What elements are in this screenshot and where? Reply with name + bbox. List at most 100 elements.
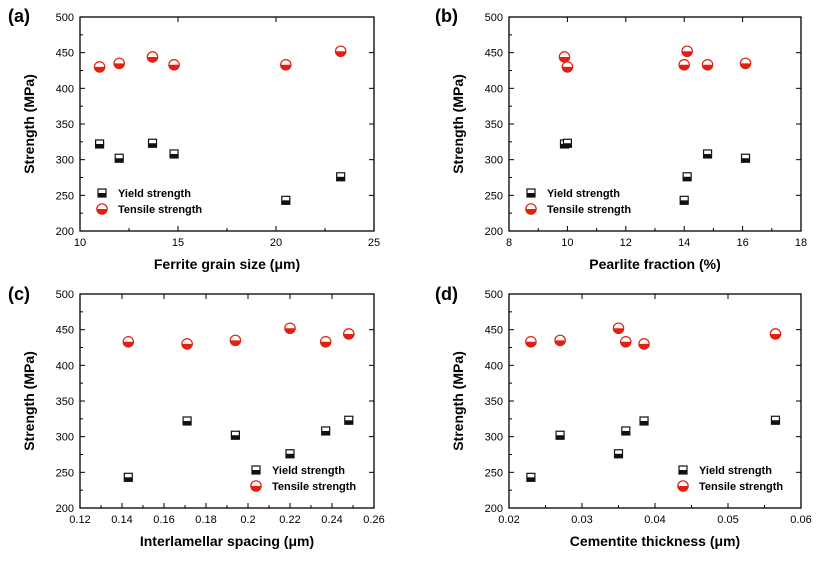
- tensile-point: [613, 328, 624, 334]
- legend-label: Yield strength: [118, 188, 191, 200]
- x-tick-label: 0.03: [571, 514, 592, 526]
- x-tick-label: 0.16: [153, 514, 174, 526]
- legend-marker-tensile: [525, 209, 537, 215]
- yield-point: [231, 435, 240, 440]
- y-tick-label: 250: [56, 190, 74, 202]
- series-tensile: [525, 322, 782, 350]
- y-tick-label: 500: [56, 289, 74, 301]
- yield-point: [683, 176, 692, 181]
- yield-point: [614, 453, 623, 458]
- tensile-point: [702, 64, 713, 70]
- legend-marker-tensile: [677, 486, 689, 492]
- y-tick-label: 200: [485, 226, 503, 238]
- y-tick-label: 350: [56, 396, 74, 408]
- x-tick-label: 16: [736, 237, 748, 249]
- x-axis-title: Interlamellar spacing (μm): [140, 533, 314, 549]
- x-tick-label: 0.04: [644, 514, 665, 526]
- panel-label: (a): [8, 6, 30, 26]
- yield-point: [183, 420, 192, 425]
- tensile-point: [559, 56, 570, 63]
- y-tick-label: 500: [485, 12, 503, 24]
- x-tick-label: 10: [561, 237, 573, 249]
- tensile-point: [320, 341, 331, 347]
- x-tick-label: 15: [172, 237, 184, 249]
- x-tick-label: 0.26: [363, 514, 384, 526]
- tensile-point: [230, 340, 241, 346]
- panel-2: 200 250 300 350 400 450 500 8 10 12 14 16 18 Pearlite…: [435, 6, 807, 272]
- tensile-point: [280, 64, 291, 70]
- y-tick-label: 250: [56, 467, 74, 479]
- y-tick-label: 450: [56, 325, 74, 337]
- tensile-point: [284, 328, 296, 334]
- x-tick-label: 0.18: [195, 514, 216, 526]
- yield-point: [148, 143, 157, 148]
- legend-label: Yield strength: [699, 465, 772, 477]
- yield-point: [640, 420, 649, 425]
- y-tick-label: 350: [56, 119, 74, 131]
- x-tick-label: 0.2: [240, 514, 255, 526]
- panel-4: 200 250 300 350 400 450 500 0.02 0.03 0.04 0.05 0.0…: [435, 284, 812, 549]
- x-tick-label: 14: [678, 237, 690, 249]
- y-tick-label: 250: [485, 467, 503, 479]
- tensile-point: [638, 343, 650, 350]
- y-tick-label: 300: [485, 432, 503, 444]
- x-tick-label: 18: [795, 237, 807, 249]
- y-axis-title: Strength (MPa): [21, 74, 37, 174]
- y-tick-label: 400: [485, 360, 503, 372]
- series-yield: [559, 138, 751, 205]
- x-tick-label: 0.22: [279, 514, 300, 526]
- yield-point: [95, 143, 104, 148]
- y-tick-label: 350: [485, 119, 503, 131]
- tensile-point: [679, 64, 690, 70]
- legend-marker-tensile: [250, 486, 262, 492]
- x-axis-title: Pearlite fraction (%): [589, 256, 720, 272]
- yield-point: [563, 143, 572, 148]
- yield-point: [286, 453, 294, 458]
- tensile-point: [94, 66, 105, 73]
- panel-label: (d): [435, 284, 458, 304]
- x-tick-label: 0.24: [321, 514, 342, 526]
- x-tick-label: 25: [368, 237, 380, 249]
- x-tick-label: 12: [620, 237, 632, 249]
- yield-point: [170, 153, 179, 158]
- legend-marker-yield: [98, 193, 106, 197]
- y-tick-label: 400: [56, 360, 74, 372]
- yield-point: [336, 176, 345, 181]
- tensile-point: [343, 333, 354, 340]
- yield-point: [741, 158, 750, 163]
- y-tick-label: 200: [485, 503, 503, 515]
- panel-label: (b): [435, 6, 458, 26]
- yield-point: [281, 200, 290, 205]
- yield-point: [771, 420, 780, 425]
- yield-point: [556, 435, 565, 440]
- yield-point: [344, 420, 353, 425]
- y-tick-label: 250: [485, 190, 503, 202]
- yield-point: [321, 430, 330, 435]
- legend-label: Tensile strength: [118, 204, 202, 216]
- y-tick-label: 450: [485, 325, 503, 337]
- legend-label: Tensile strength: [699, 481, 783, 493]
- y-tick-label: 400: [485, 83, 503, 95]
- yield-point: [703, 153, 712, 158]
- x-tick-label: 0.02: [498, 514, 519, 526]
- x-tick-label: 0.06: [790, 514, 811, 526]
- legend-label: Yield strength: [272, 465, 345, 477]
- tensile-point: [147, 56, 158, 63]
- yield-point: [124, 477, 133, 482]
- tensile-point: [168, 64, 180, 70]
- tensile-point: [562, 66, 573, 73]
- tensile-point: [554, 340, 566, 346]
- panel-3: 200 250 300 350 400 450 500 0.12 0.14 0.16 0.18 0.2…: [8, 284, 385, 549]
- tensile-point: [620, 341, 631, 347]
- yield-point: [526, 477, 535, 482]
- tensile-point: [770, 333, 781, 340]
- legend-marker-yield: [679, 470, 687, 474]
- y-tick-label: 450: [485, 48, 503, 60]
- y-axis-title: Strength (MPa): [21, 351, 37, 451]
- x-tick-label: 0.05: [717, 514, 738, 526]
- panel-label: (c): [8, 284, 30, 304]
- y-tick-label: 300: [56, 432, 74, 444]
- x-tick-label: 0.12: [69, 514, 90, 526]
- y-tick-label: 400: [56, 83, 74, 95]
- y-axis-title: Strength (MPa): [450, 351, 466, 451]
